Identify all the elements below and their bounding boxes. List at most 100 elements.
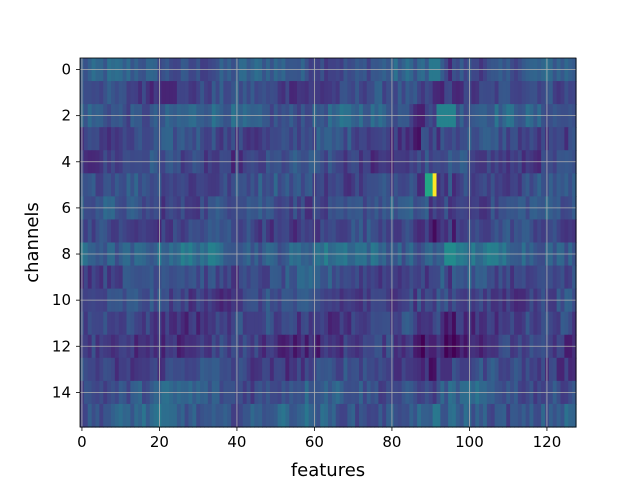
heatmap-cell <box>231 219 236 244</box>
heatmap-cell <box>188 81 193 105</box>
heatmap-cell <box>300 127 306 151</box>
heatmap-cell <box>548 403 554 428</box>
heatmap-cell <box>529 311 534 336</box>
heatmap-cell <box>176 357 182 382</box>
heatmap-cell <box>300 403 306 428</box>
heatmap-cell <box>324 127 329 151</box>
heatmap-cell <box>114 357 120 382</box>
heatmap-cell <box>417 403 422 428</box>
heatmap-cell <box>564 357 569 382</box>
heatmap-cell <box>347 357 352 382</box>
heatmap-cell <box>304 311 310 336</box>
heatmap-cell <box>180 357 186 382</box>
heatmap-cell <box>335 173 341 197</box>
heatmap-cell <box>238 403 244 428</box>
heatmap-cell <box>145 357 151 382</box>
heatmap-cell <box>126 127 131 151</box>
heatmap-cell <box>316 311 321 336</box>
heatmap-cell <box>324 219 329 244</box>
x-tick-label: 0 <box>77 433 87 451</box>
heatmap-cell <box>297 357 302 382</box>
heatmap-cell <box>479 403 484 428</box>
heatmap-cell <box>355 173 360 197</box>
heatmap-cell <box>308 357 314 382</box>
heatmap-cell <box>331 81 337 105</box>
heatmap-cell <box>138 311 143 336</box>
heatmap-cell <box>130 219 135 244</box>
heatmap-cell <box>173 81 178 105</box>
heatmap-cell <box>548 357 554 382</box>
heatmap-cell <box>91 403 97 428</box>
heatmap-cell <box>293 357 298 382</box>
y-tick-label: 2 <box>61 107 71 125</box>
y-tick-label: 8 <box>61 245 71 263</box>
heatmap-cell <box>362 403 368 428</box>
heatmap-cell <box>521 127 527 151</box>
heatmap-cell <box>95 81 100 105</box>
heatmap-cell <box>293 403 298 428</box>
heatmap-cell <box>475 81 480 105</box>
heatmap-cell <box>161 265 166 290</box>
heatmap-cell <box>297 81 302 105</box>
heatmap-cell <box>463 265 469 290</box>
heatmap-cell <box>138 81 143 105</box>
heatmap-cell <box>382 311 387 336</box>
heatmap-cell <box>359 173 364 197</box>
heatmap-cell <box>114 173 120 197</box>
heatmap-cell <box>552 81 558 105</box>
heatmap-cell <box>316 403 321 428</box>
plot-frame <box>79 57 577 428</box>
heatmap-cell <box>169 265 174 290</box>
heatmap-cell <box>126 219 131 244</box>
heatmap-cell <box>277 219 283 244</box>
heatmap-cell <box>188 173 193 197</box>
heatmap-cell <box>142 127 147 151</box>
heatmap-cell <box>107 127 112 151</box>
heatmap-cell <box>204 265 209 290</box>
heatmap-cell <box>494 173 500 197</box>
heatmap-cell <box>142 403 147 428</box>
heatmap-cell <box>95 173 100 197</box>
heatmap-cell <box>374 219 379 244</box>
heatmap-cell <box>223 265 228 290</box>
heatmap-cell <box>95 403 100 428</box>
heatmap-cell <box>122 311 128 336</box>
heatmap-cell <box>552 173 558 197</box>
heatmap-cell <box>366 311 372 336</box>
heatmap-cell <box>424 403 430 428</box>
heatmap-cell <box>331 357 337 382</box>
heatmap-cell <box>552 357 558 382</box>
heatmap-cell <box>335 357 341 382</box>
heatmap-cell <box>165 173 170 197</box>
y-axis: 0 2 4 6 8 10 12 14 <box>52 61 80 401</box>
heatmap-cell <box>440 127 445 151</box>
heatmap-cell <box>227 403 232 428</box>
heatmap-cell <box>111 403 116 428</box>
heatmap-cell <box>231 311 236 336</box>
heatmap-cell <box>95 311 100 336</box>
heatmap-cell <box>506 311 511 336</box>
heatmap-cell <box>223 357 228 382</box>
heatmap-cell <box>223 173 228 197</box>
heatmap-cell <box>87 311 93 336</box>
heatmap-cell <box>436 81 441 105</box>
heatmap-cell <box>293 81 298 105</box>
heatmap-cell <box>455 81 461 105</box>
heatmap-cell <box>107 357 112 382</box>
heatmap-cell <box>351 173 356 197</box>
heatmap-cell <box>521 173 527 197</box>
heatmap-cell <box>266 127 271 151</box>
heatmap-cell <box>304 219 310 244</box>
heatmap-cell <box>455 173 461 197</box>
heatmap-cell <box>304 127 310 151</box>
heatmap-cell <box>471 127 476 151</box>
heatmap-cell <box>87 173 93 197</box>
heatmap-cell <box>378 173 383 197</box>
heatmap-cell <box>471 357 476 382</box>
heatmap-cell <box>145 173 151 197</box>
y-axis-label: channels <box>22 202 43 283</box>
heatmap-cell <box>281 357 286 382</box>
heatmap-cell <box>378 127 383 151</box>
heatmap-cell <box>320 219 325 244</box>
heatmap-cell <box>413 81 418 105</box>
